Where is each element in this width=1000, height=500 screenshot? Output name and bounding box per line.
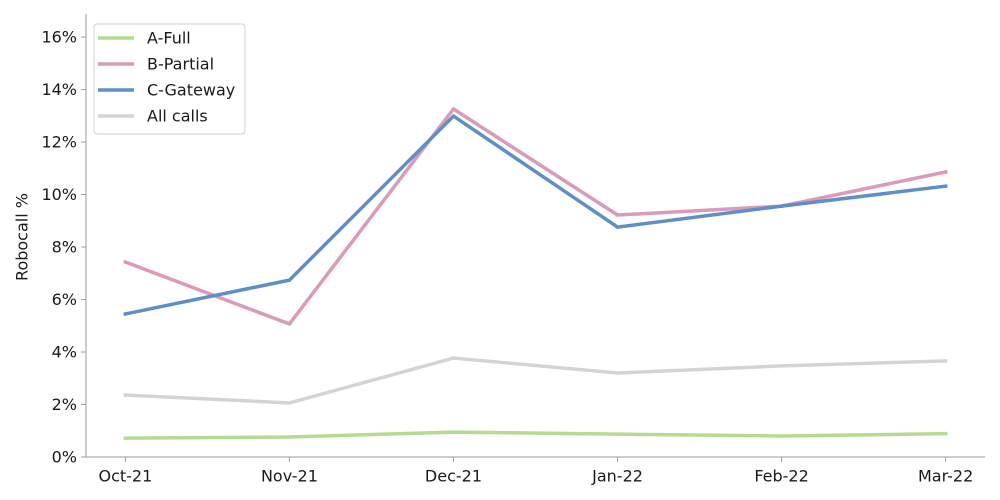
x-tick-label: Nov-21	[261, 467, 318, 486]
data-point-a-full	[615, 432, 620, 436]
y-tick-label: 14%	[41, 80, 77, 99]
data-point-all-calls	[287, 401, 292, 405]
series-layer	[123, 107, 948, 440]
data-point-c-gateway	[779, 204, 784, 208]
data-point-all-calls	[615, 371, 620, 375]
legend-frame	[93, 23, 246, 135]
data-point-b-partial	[615, 213, 620, 217]
data-point-all-calls	[943, 359, 948, 363]
x-tick-label: Mar-22	[918, 467, 973, 486]
x-tick-label: Feb-22	[754, 467, 808, 486]
ticks-layer: 0% 2% 4% 6% 8% 10% 12% 14% 16% Oct-21 Nov-21 Dec-21…	[41, 28, 973, 486]
legend-item-a-full: A-Full	[98, 29, 191, 48]
data-point-c-gateway	[123, 312, 128, 316]
data-point-c-gateway	[287, 278, 292, 282]
y-tick-label: 2%	[52, 395, 77, 414]
axes-layer	[85, 14, 985, 458]
y-axis-label: Robocall %	[13, 193, 32, 281]
legend-label: A-Full	[147, 29, 191, 48]
data-point-b-partial	[943, 170, 948, 174]
data-point-b-partial	[451, 107, 456, 111]
y-tick-label: 6%	[52, 290, 77, 309]
y-tick-label: 4%	[52, 343, 77, 362]
series-a-full	[123, 430, 948, 440]
series-line-c-gateway	[123, 114, 948, 317]
data-point-b-partial	[123, 260, 128, 264]
legend-label: B-Partial	[147, 55, 214, 74]
data-point-c-gateway	[615, 225, 620, 229]
y-tick-label: 12%	[41, 133, 77, 152]
legend-item-b-partial: B-Partial	[98, 55, 214, 74]
y-tick-label: 0%	[52, 448, 77, 467]
data-point-all-calls	[123, 393, 128, 397]
data-point-b-partial	[287, 322, 292, 326]
data-point-c-gateway	[451, 114, 456, 118]
y-tick-label: 16%	[41, 28, 77, 47]
series-all-calls	[123, 356, 948, 405]
legend-label: All calls	[147, 107, 208, 126]
legend-label: C-Gateway	[147, 81, 235, 100]
y-tick-label: 10%	[41, 185, 77, 204]
data-point-a-full	[287, 435, 292, 439]
data-point-a-full	[123, 436, 128, 440]
legend-item-all-calls: All calls	[98, 107, 208, 126]
x-tick-label: Jan-22	[591, 467, 643, 486]
x-tick-label: Dec-21	[425, 467, 482, 486]
data-point-c-gateway	[943, 184, 948, 188]
series-line-all-calls	[123, 356, 948, 405]
data-point-a-full	[451, 430, 456, 434]
series-line-a-full	[123, 430, 948, 440]
data-point-a-full	[943, 431, 948, 436]
legend-item-c-gateway: C-Gateway	[98, 81, 235, 100]
series-line-b-partial	[123, 107, 948, 326]
y-tick-label: 8%	[52, 238, 77, 257]
data-point-all-calls	[451, 356, 456, 360]
legend: A-Full B-Partial C-Gateway All calls	[93, 23, 246, 135]
data-point-a-full	[779, 434, 784, 438]
data-point-all-calls	[779, 364, 784, 368]
x-tick-label: Oct-21	[98, 467, 152, 486]
series-b-partial	[123, 107, 948, 326]
series-c-gateway	[123, 114, 948, 317]
